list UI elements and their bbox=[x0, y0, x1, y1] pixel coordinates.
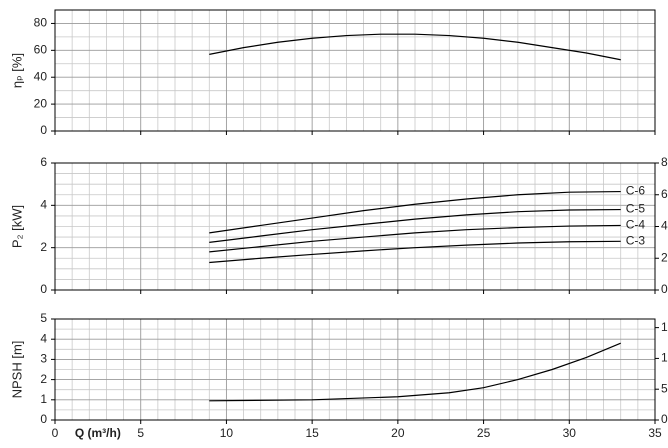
x-tick-label: 25 bbox=[477, 426, 491, 440]
series-label: C-6 bbox=[626, 184, 646, 198]
y-tick-label: 1 bbox=[40, 392, 47, 406]
y-tick-label: 60 bbox=[34, 43, 48, 57]
series-label: C-3 bbox=[626, 233, 646, 247]
y2-tick-label: 15 bbox=[661, 320, 668, 334]
y2-tick-label: 10 bbox=[661, 351, 668, 365]
y2-tick-label: 2 bbox=[661, 250, 668, 264]
y-tick-label: 2 bbox=[40, 372, 47, 386]
y-axis-label: ηₚ [%] bbox=[9, 53, 24, 88]
curve bbox=[209, 342, 621, 402]
y-tick-label: 5 bbox=[40, 311, 47, 325]
y-tick-label: 6 bbox=[40, 155, 47, 169]
curve bbox=[209, 224, 621, 253]
y-tick-label: 0 bbox=[40, 123, 47, 137]
y2-tick-label: 0 bbox=[661, 412, 668, 426]
series-label: C-5 bbox=[626, 202, 646, 216]
curve bbox=[209, 240, 621, 264]
curve bbox=[209, 33, 621, 61]
curve bbox=[209, 190, 621, 234]
x-tick-label: 15 bbox=[305, 426, 319, 440]
y-tick-label: 40 bbox=[34, 69, 48, 83]
y-tick-label: 4 bbox=[40, 198, 47, 212]
series-label: C-4 bbox=[626, 218, 646, 232]
y-tick-label: 2 bbox=[40, 240, 47, 254]
y-tick-label: 3 bbox=[40, 352, 47, 366]
y-axis-label: P₂ [kW] bbox=[9, 205, 24, 248]
y-tick-label: 0 bbox=[40, 412, 47, 426]
plot-frame bbox=[54, 9, 656, 132]
y-tick-label: 80 bbox=[34, 16, 48, 30]
x-tick-label: 30 bbox=[563, 426, 577, 440]
y-tick-label: 0 bbox=[40, 282, 47, 296]
y2-tick-label: 6 bbox=[661, 187, 668, 201]
x-tick-label: 10 bbox=[220, 426, 234, 440]
y2-tick-label: 5 bbox=[661, 381, 668, 395]
y-axis-label: NPSH [m] bbox=[9, 341, 24, 399]
plot-frame bbox=[54, 318, 656, 421]
y2-tick-label: 0 bbox=[661, 282, 668, 296]
curve bbox=[209, 208, 621, 243]
y2-tick-label: 4 bbox=[661, 219, 668, 233]
plot-frame bbox=[54, 162, 656, 291]
x-tick-label: 35 bbox=[648, 426, 662, 440]
y2-tick-label: 8 bbox=[661, 155, 668, 169]
x-tick-label: 5 bbox=[137, 426, 144, 440]
x-axis-label: Q (m³/h) bbox=[75, 426, 121, 440]
x-tick-label: 0 bbox=[52, 426, 59, 440]
y-tick-label: 4 bbox=[40, 331, 47, 345]
x-tick-label: 20 bbox=[391, 426, 405, 440]
y-tick-label: 20 bbox=[34, 96, 48, 110]
